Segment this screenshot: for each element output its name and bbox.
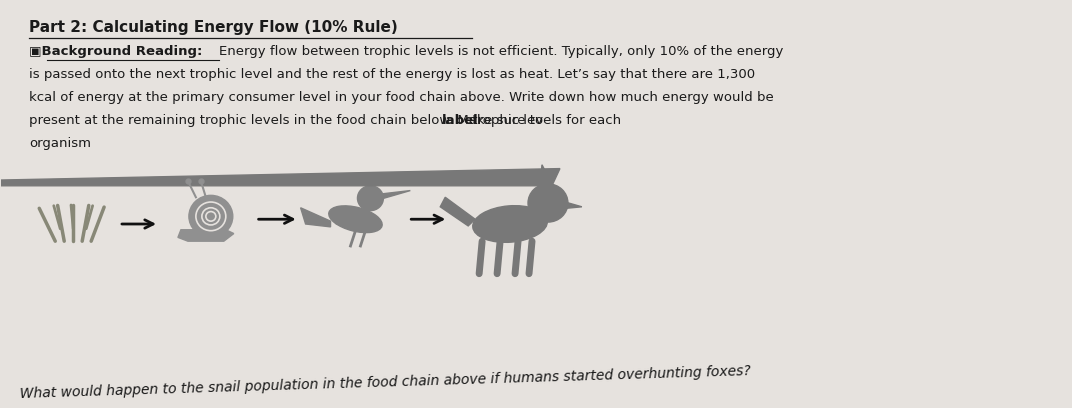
- Circle shape: [189, 195, 233, 237]
- Polygon shape: [0, 169, 560, 186]
- Text: organism: organism: [29, 137, 91, 150]
- Ellipse shape: [473, 206, 548, 242]
- Polygon shape: [377, 191, 411, 200]
- Text: Energy flow between trophic levels is not efficient. Typically, only 10% of the : Energy flow between trophic levels is no…: [219, 45, 784, 58]
- Text: present at the remaining trophic levels in the food chain below. Make sure to: present at the remaining trophic levels …: [29, 114, 548, 127]
- Text: ▣Background Reading:: ▣Background Reading:: [29, 45, 207, 58]
- Circle shape: [357, 186, 384, 211]
- Ellipse shape: [329, 206, 382, 233]
- Text: is passed onto the next trophic level and the rest of the energy is lost as heat: is passed onto the next trophic level an…: [29, 68, 756, 81]
- Polygon shape: [300, 208, 330, 227]
- Text: Part 2: Calculating Energy Flow (10% Rule): Part 2: Calculating Energy Flow (10% Rul…: [29, 20, 398, 35]
- Polygon shape: [562, 201, 582, 209]
- Text: What would happen to the snail population in the food chain above if humans star: What would happen to the snail populatio…: [19, 364, 750, 401]
- Text: trophic levels for each: trophic levels for each: [468, 114, 621, 127]
- Polygon shape: [540, 165, 552, 186]
- Text: kcal of energy at the primary consumer level in your food chain above. Write dow: kcal of energy at the primary consumer l…: [29, 91, 774, 104]
- Polygon shape: [178, 230, 234, 241]
- Polygon shape: [441, 197, 475, 226]
- Polygon shape: [336, 215, 371, 227]
- Text: label: label: [442, 114, 478, 127]
- Circle shape: [528, 184, 568, 222]
